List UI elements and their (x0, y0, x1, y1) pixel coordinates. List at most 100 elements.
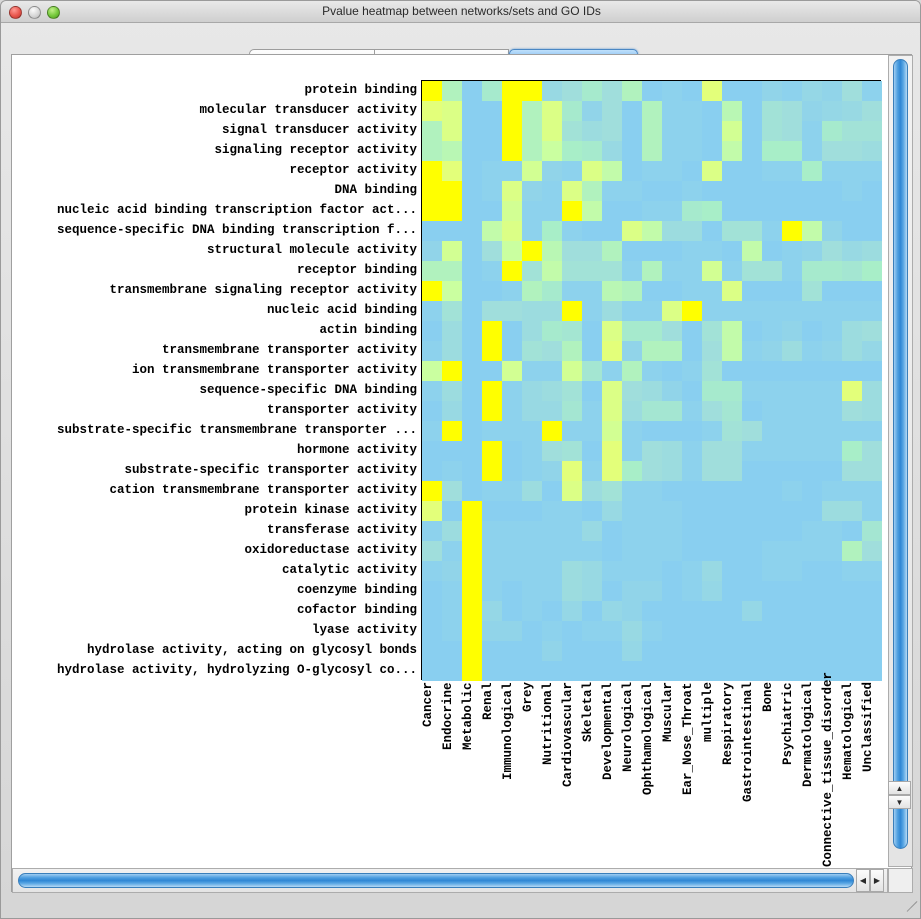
heatmap-cell[interactable] (802, 541, 822, 561)
heatmap-cell[interactable] (722, 141, 742, 161)
heatmap-cell[interactable] (682, 501, 702, 521)
heatmap-cell[interactable] (562, 361, 582, 381)
heatmap-cell[interactable] (662, 541, 682, 561)
heatmap-cell[interactable] (682, 181, 702, 201)
heatmap-cell[interactable] (702, 621, 722, 641)
heatmap-cell[interactable] (422, 661, 442, 681)
heatmap-cell[interactable] (542, 121, 562, 141)
heatmap-cell[interactable] (542, 201, 562, 221)
heatmap-cell[interactable] (522, 561, 542, 581)
heatmap-cell[interactable] (842, 541, 862, 561)
heatmap-cell[interactable] (602, 221, 622, 241)
heatmap-cell[interactable] (802, 121, 822, 141)
heatmap-cell[interactable] (642, 141, 662, 161)
heatmap-cell[interactable] (862, 161, 882, 181)
heatmap-cell[interactable] (782, 361, 802, 381)
heatmap-cell[interactable] (782, 261, 802, 281)
heatmap-cell[interactable] (822, 281, 842, 301)
heatmap-cell[interactable] (782, 301, 802, 321)
heatmap-cell[interactable] (642, 661, 662, 681)
heatmap-cell[interactable] (622, 221, 642, 241)
heatmap-cell[interactable] (662, 381, 682, 401)
heatmap-cell[interactable] (662, 81, 682, 101)
heatmap-cell[interactable] (422, 261, 442, 281)
heatmap-cell[interactable] (482, 581, 502, 601)
heatmap-cell[interactable] (522, 141, 542, 161)
heatmap-cell[interactable] (782, 141, 802, 161)
heatmap-cell[interactable] (722, 621, 742, 641)
heatmap-cell[interactable] (462, 581, 482, 601)
heatmap-cell[interactable] (562, 601, 582, 621)
heatmap-cell[interactable] (762, 301, 782, 321)
heatmap-cell[interactable] (762, 281, 782, 301)
heatmap-cell[interactable] (562, 241, 582, 261)
heatmap-cell[interactable] (562, 181, 582, 201)
heatmap-cell[interactable] (742, 321, 762, 341)
heatmap-cell[interactable] (822, 401, 842, 421)
heatmap-cell[interactable] (642, 81, 662, 101)
heatmap-cell[interactable] (562, 321, 582, 341)
heatmap-cell[interactable] (442, 181, 462, 201)
heatmap-cell[interactable] (462, 661, 482, 681)
heatmap-cell[interactable] (722, 481, 742, 501)
heatmap-cell[interactable] (662, 101, 682, 121)
heatmap-cell[interactable] (662, 161, 682, 181)
heatmap-cell[interactable] (502, 381, 522, 401)
heatmap-cell[interactable] (802, 361, 822, 381)
heatmap-cell[interactable] (462, 121, 482, 141)
heatmap-cell[interactable] (542, 501, 562, 521)
heatmap-cell[interactable] (482, 441, 502, 461)
heatmap-cell[interactable] (862, 461, 882, 481)
heatmap-cell[interactable] (482, 481, 502, 501)
heatmap-cell[interactable] (482, 121, 502, 141)
heatmap-cell[interactable] (542, 261, 562, 281)
heatmap-cell[interactable] (702, 481, 722, 501)
heatmap-cell[interactable] (562, 161, 582, 181)
heatmap-cell[interactable] (842, 81, 862, 101)
heatmap-cell[interactable] (682, 641, 702, 661)
heatmap-cell[interactable] (722, 661, 742, 681)
heatmap-cell[interactable] (422, 461, 442, 481)
heatmap-cell[interactable] (522, 161, 542, 181)
heatmap-cell[interactable] (442, 281, 462, 301)
heatmap-cell[interactable] (702, 181, 722, 201)
heatmap-cell[interactable] (842, 101, 862, 121)
heatmap-cell[interactable] (782, 561, 802, 581)
heatmap-cell[interactable] (682, 541, 702, 561)
heatmap-cell[interactable] (602, 141, 622, 161)
heatmap-cell[interactable] (822, 301, 842, 321)
heatmap-cell[interactable] (822, 621, 842, 641)
heatmap-cell[interactable] (642, 361, 662, 381)
heatmap-cell[interactable] (822, 181, 842, 201)
horizontal-scrollbar-thumb[interactable] (18, 873, 854, 888)
heatmap-cell[interactable] (522, 401, 542, 421)
heatmap-cell[interactable] (642, 261, 662, 281)
heatmap-cell[interactable] (642, 401, 662, 421)
heatmap-cell[interactable] (522, 541, 542, 561)
heatmap-cell[interactable] (782, 281, 802, 301)
heatmap-cell[interactable] (702, 581, 722, 601)
heatmap-cell[interactable] (742, 161, 762, 181)
heatmap-cell[interactable] (782, 581, 802, 601)
heatmap-cell[interactable] (622, 341, 642, 361)
heatmap-cell[interactable] (502, 121, 522, 141)
heatmap-cell[interactable] (502, 221, 522, 241)
heatmap-cell[interactable] (742, 581, 762, 601)
heatmap-cell[interactable] (842, 181, 862, 201)
heatmap-cell[interactable] (842, 461, 862, 481)
heatmap-cell[interactable] (802, 321, 822, 341)
heatmap-cell[interactable] (622, 581, 642, 601)
heatmap-cell[interactable] (542, 421, 562, 441)
heatmap-cell[interactable] (762, 121, 782, 141)
heatmap-cell[interactable] (822, 461, 842, 481)
heatmap-cell[interactable] (762, 381, 782, 401)
heatmap-cell[interactable] (722, 561, 742, 581)
heatmap-cell[interactable] (542, 141, 562, 161)
heatmap-cell[interactable] (742, 501, 762, 521)
heatmap-cell[interactable] (822, 121, 842, 141)
heatmap-cell[interactable] (542, 281, 562, 301)
heatmap-cell[interactable] (502, 521, 522, 541)
heatmap-cell[interactable] (602, 361, 622, 381)
heatmap-cell[interactable] (462, 141, 482, 161)
heatmap-cell[interactable] (482, 181, 502, 201)
